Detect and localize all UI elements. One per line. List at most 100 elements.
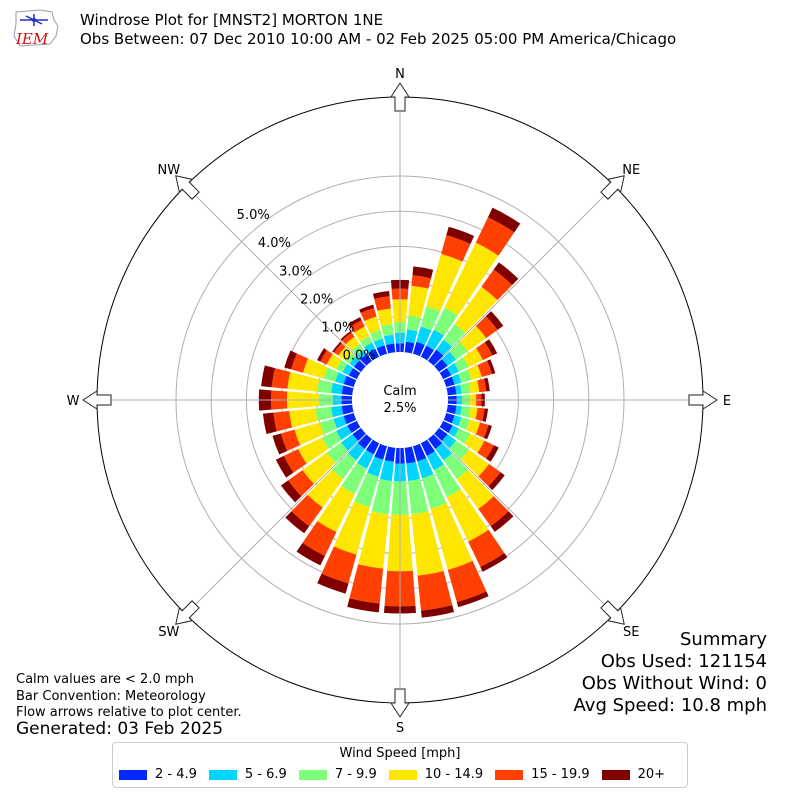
legend-swatch — [208, 769, 237, 780]
bar-segment — [412, 266, 434, 279]
bar-segment — [283, 449, 307, 473]
bar-segment — [466, 419, 481, 435]
bar-segment — [332, 453, 357, 479]
bar-segment — [488, 472, 505, 491]
bar-segment — [342, 364, 354, 376]
bar-segment — [434, 359, 448, 372]
bar-segment — [333, 415, 347, 429]
bar-segment — [426, 253, 463, 312]
bar-segment — [407, 315, 421, 332]
summary-heading: Summary — [680, 629, 767, 650]
bar-segment — [435, 443, 452, 461]
bar-segment — [430, 503, 473, 570]
bar-segment — [421, 605, 455, 618]
bar-segment — [350, 320, 365, 333]
bar-segment — [412, 341, 425, 357]
bar-segment — [485, 311, 504, 330]
bar-segment — [381, 324, 394, 337]
direction-label: NW — [158, 163, 181, 178]
bar-segment — [373, 338, 385, 349]
bar-segment — [426, 451, 444, 471]
flow-arrow — [600, 175, 625, 200]
bar-segment — [455, 384, 462, 395]
bar-segment — [341, 385, 354, 396]
bar-segment — [294, 422, 325, 446]
legend: Wind Speed [mph] 2 - 4.9 5 - 6.9 7 - 9.9 10… — [112, 742, 688, 788]
chart-subtitle: Obs Between: 07 Dec 2010 10:00 AM - 02 F… — [80, 30, 677, 48]
bar-segment — [354, 326, 370, 342]
bar-segment — [422, 474, 447, 509]
bar-segment — [477, 360, 492, 378]
bar-segment — [287, 372, 320, 392]
bar-segment — [307, 469, 344, 508]
bar-segment — [428, 349, 444, 366]
legend-item: 20+ — [601, 767, 665, 782]
bar-segment — [459, 325, 487, 352]
bar-segment — [351, 343, 364, 356]
bar-segment — [302, 452, 336, 484]
bar-segment — [360, 308, 377, 321]
bar-segment — [348, 443, 365, 461]
calm-label: Calm — [383, 384, 416, 399]
bar-segment — [480, 553, 508, 572]
legend-swatch — [601, 769, 630, 780]
bar-segment — [317, 573, 349, 594]
bar-segment — [345, 352, 356, 364]
legend-item: 10 - 14.9 — [388, 767, 483, 782]
flow-arrow — [175, 600, 200, 625]
bar-segment — [321, 430, 342, 449]
bar-segment — [454, 357, 469, 372]
bar-segment — [404, 341, 415, 354]
calm-value: 2.5% — [383, 401, 416, 416]
bar-segment — [456, 469, 494, 510]
bar-segment — [343, 375, 357, 388]
bar-segment — [420, 345, 434, 361]
bar-segment — [446, 489, 489, 542]
bar-segment — [458, 417, 470, 430]
bar-segment — [332, 341, 342, 353]
bar-segment — [417, 458, 434, 479]
bar-segment — [364, 316, 381, 334]
flow-arrow — [390, 82, 410, 112]
bar-segment — [490, 511, 514, 532]
bar-segment — [284, 350, 297, 370]
direction-gridline — [185, 185, 367, 367]
bar-segment — [319, 418, 338, 435]
bar-segment — [464, 433, 485, 453]
radial-tick-label: 1.0% — [321, 321, 354, 336]
legend-swatch — [119, 769, 147, 780]
direction-label: W — [67, 394, 80, 409]
bar-segment — [475, 407, 485, 421]
legend-label: 7 - 9.9 — [334, 767, 377, 782]
radial-tick-label: 0.0% — [343, 349, 376, 364]
bar-segment — [478, 463, 501, 487]
bar-segment — [408, 478, 429, 515]
bar-segment — [441, 434, 457, 449]
bar-segment — [354, 472, 379, 508]
bar-segment — [326, 354, 342, 370]
bar-segment — [455, 405, 462, 416]
bar-segment — [377, 308, 393, 327]
bar-segment — [347, 598, 380, 613]
bar-segment — [468, 529, 505, 567]
bar-segment — [487, 207, 521, 233]
bar-segment — [288, 470, 315, 497]
bar-segment — [353, 360, 366, 372]
bar-segment — [341, 332, 355, 345]
bar-segment — [379, 460, 394, 482]
bar-segment — [426, 329, 444, 351]
bar-segment — [272, 433, 288, 455]
bar-segment — [280, 429, 301, 451]
legend-swatch — [388, 769, 417, 780]
bar-segment — [359, 304, 375, 313]
direction-gridline — [433, 185, 615, 367]
bar-segment — [475, 316, 498, 339]
bar-segment — [364, 342, 376, 354]
bar-segment — [336, 425, 352, 440]
direction-label: N — [395, 67, 405, 82]
bar-segment — [348, 317, 362, 327]
summary-obs-used: Obs Used: 121154 — [600, 651, 767, 672]
bar-segment — [348, 367, 361, 380]
bar-segment — [468, 407, 478, 420]
bar-segment — [454, 428, 471, 444]
